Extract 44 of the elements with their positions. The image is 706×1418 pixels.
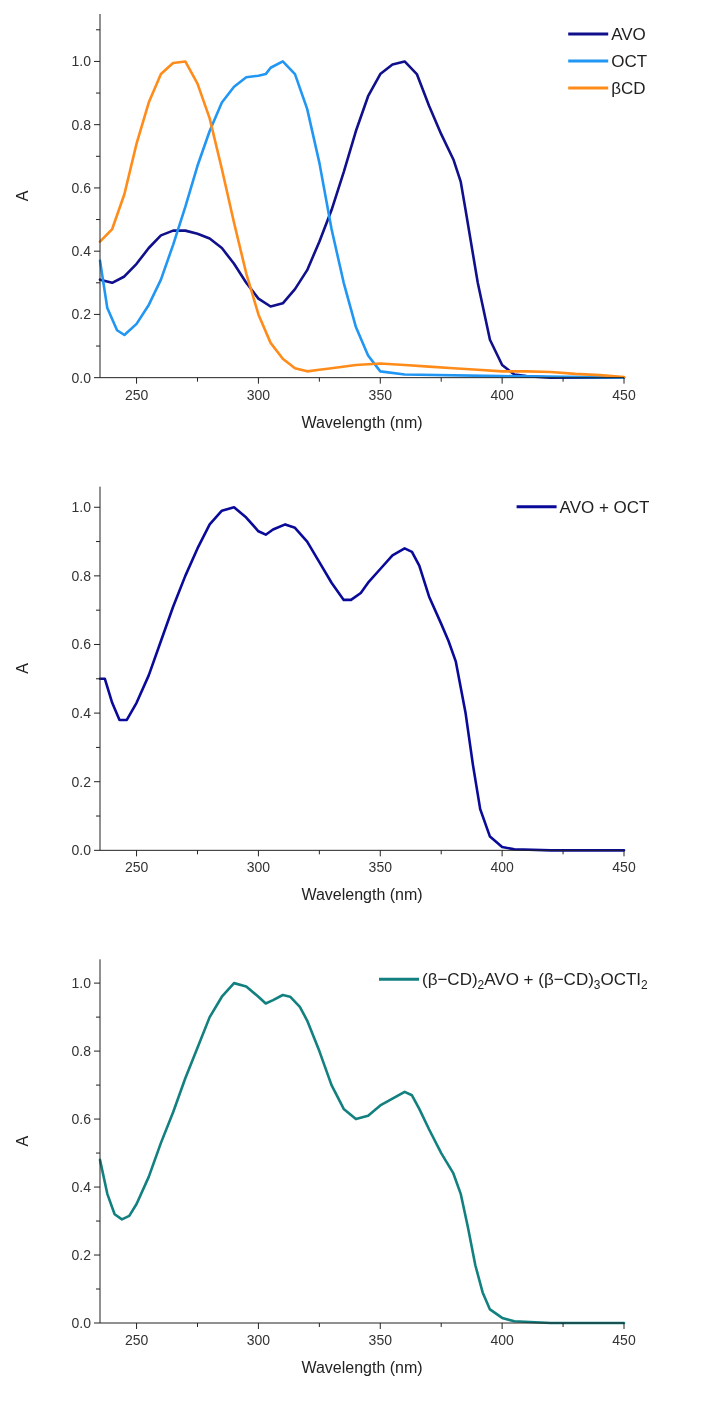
y-tick-label: 0.4 <box>71 243 92 260</box>
x-tick-label: 350 <box>368 1332 393 1348</box>
x-tick-label: 300 <box>246 386 271 403</box>
y-tick-label: 0.4 <box>71 1178 92 1195</box>
y-tick-label: 0.4 <box>71 705 92 721</box>
x-tick-label: 400 <box>490 1332 515 1348</box>
y-tick-label: 1.0 <box>71 53 92 70</box>
legend-label: OCT <box>611 51 648 71</box>
x-tick-label: 250 <box>124 859 149 876</box>
y-tick-label: 1.0 <box>71 975 92 992</box>
x-axis-title: Wavelength (nm) <box>301 886 423 904</box>
y-axis-title: A <box>14 190 31 202</box>
x-tick-label: 250 <box>124 1332 149 1348</box>
x-tick-label: 300 <box>246 1332 271 1348</box>
y-tick-label: 0.0 <box>71 369 92 386</box>
legend-label: AVO + OCT <box>559 497 650 517</box>
x-tick-label: 450 <box>612 386 636 403</box>
y-tick-label: 0.6 <box>71 179 92 196</box>
legend-label: (β−CD)$_{2}$AVO + (β−CD)$_{3}$OCTI$_{2}$ <box>422 970 649 992</box>
x-tick-label: 400 <box>490 859 515 876</box>
x-tick-label: 350 <box>368 859 393 876</box>
x-axis-title: Wavelength (nm) <box>301 413 423 431</box>
y-tick-label: 0.8 <box>71 116 92 133</box>
y-tick-label: 0.8 <box>71 567 92 584</box>
y-axis-title: A <box>14 662 31 674</box>
legend-label: βCD <box>611 78 646 98</box>
x-axis-title: Wavelength (nm) <box>301 1359 423 1376</box>
x-tick-label: 250 <box>124 386 149 403</box>
y-axis-title: A <box>14 1135 31 1147</box>
y-tick-label: 0.6 <box>71 636 92 653</box>
y-tick-label: 0.2 <box>71 773 92 790</box>
y-tick-label: 0.0 <box>71 1314 92 1331</box>
x-tick-label: 450 <box>612 859 636 876</box>
x-tick-label: 400 <box>490 386 515 403</box>
y-tick-label: 0.8 <box>71 1043 92 1059</box>
y-tick-label: 0.2 <box>71 306 92 323</box>
x-tick-label: 350 <box>368 386 393 403</box>
y-tick-label: 0.6 <box>71 1110 92 1127</box>
legend-label: AVO <box>611 24 646 44</box>
y-tick-label: 0.0 <box>71 842 92 859</box>
x-tick-label: 300 <box>246 859 271 876</box>
y-tick-label: 1.0 <box>71 499 92 516</box>
x-tick-label: 450 <box>612 1332 636 1348</box>
y-tick-label: 0.2 <box>71 1246 92 1263</box>
